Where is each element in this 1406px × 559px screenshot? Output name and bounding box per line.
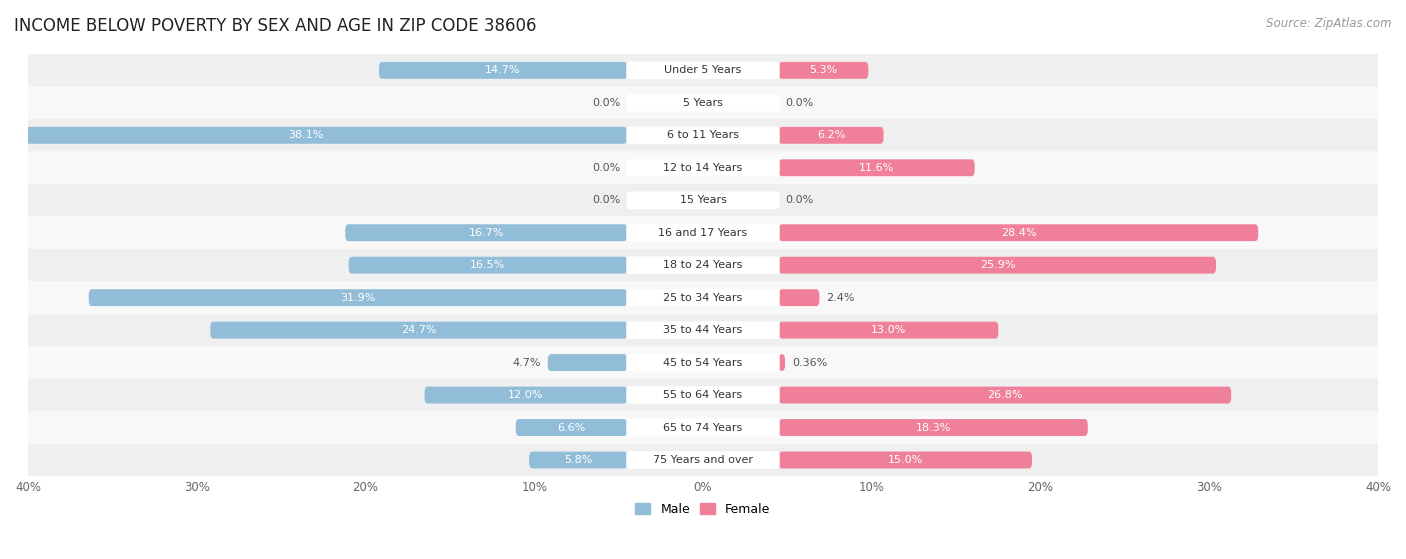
Text: 16.5%: 16.5% [470,260,506,270]
Text: 38.1%: 38.1% [288,130,323,140]
Text: 45 to 54 Years: 45 to 54 Years [664,358,742,368]
FancyBboxPatch shape [779,354,785,371]
Text: 6.2%: 6.2% [817,130,845,140]
Text: 0.36%: 0.36% [792,358,827,368]
Text: 65 to 74 Years: 65 to 74 Years [664,423,742,433]
FancyBboxPatch shape [28,87,1378,119]
FancyBboxPatch shape [28,119,1378,151]
FancyBboxPatch shape [346,224,627,241]
FancyBboxPatch shape [626,61,780,79]
Text: 5.8%: 5.8% [564,455,592,465]
Text: 14.7%: 14.7% [485,65,520,75]
FancyBboxPatch shape [626,451,780,469]
Text: 12.0%: 12.0% [508,390,544,400]
FancyBboxPatch shape [779,257,1216,273]
Legend: Male, Female: Male, Female [630,498,776,520]
Text: 2.4%: 2.4% [827,293,855,302]
FancyBboxPatch shape [28,249,1378,281]
FancyBboxPatch shape [211,321,627,339]
FancyBboxPatch shape [28,444,1378,476]
FancyBboxPatch shape [626,354,780,371]
Text: 6.6%: 6.6% [557,423,585,433]
FancyBboxPatch shape [89,289,627,306]
Text: 11.6%: 11.6% [859,163,894,173]
FancyBboxPatch shape [626,192,780,209]
FancyBboxPatch shape [28,314,1378,347]
FancyBboxPatch shape [28,54,1378,87]
Text: 24.7%: 24.7% [401,325,436,335]
Text: 0.0%: 0.0% [786,98,814,108]
Text: 16.7%: 16.7% [468,228,503,238]
FancyBboxPatch shape [28,411,1378,444]
Text: Under 5 Years: Under 5 Years [665,65,741,75]
Text: 15 Years: 15 Years [679,195,727,205]
Text: 16 and 17 Years: 16 and 17 Years [658,228,748,238]
Text: 0.0%: 0.0% [592,163,620,173]
FancyBboxPatch shape [626,257,780,274]
Text: 5.3%: 5.3% [810,65,838,75]
FancyBboxPatch shape [529,452,627,468]
FancyBboxPatch shape [779,62,869,79]
FancyBboxPatch shape [626,224,780,241]
FancyBboxPatch shape [626,159,780,177]
FancyBboxPatch shape [779,452,1032,468]
FancyBboxPatch shape [626,94,780,112]
FancyBboxPatch shape [626,289,780,306]
FancyBboxPatch shape [349,257,627,273]
FancyBboxPatch shape [548,354,627,371]
FancyBboxPatch shape [626,126,780,144]
Text: 0.0%: 0.0% [786,195,814,205]
Text: Source: ZipAtlas.com: Source: ZipAtlas.com [1267,17,1392,30]
FancyBboxPatch shape [516,419,627,436]
FancyBboxPatch shape [28,216,1378,249]
Text: 5 Years: 5 Years [683,98,723,108]
FancyBboxPatch shape [626,321,780,339]
Text: 25.9%: 25.9% [980,260,1015,270]
FancyBboxPatch shape [28,379,1378,411]
Text: 18.3%: 18.3% [915,423,950,433]
Text: 0.0%: 0.0% [592,98,620,108]
Text: 18 to 24 Years: 18 to 24 Years [664,260,742,270]
Text: 55 to 64 Years: 55 to 64 Years [664,390,742,400]
FancyBboxPatch shape [28,151,1378,184]
FancyBboxPatch shape [779,321,998,339]
Text: 26.8%: 26.8% [987,390,1022,400]
FancyBboxPatch shape [626,386,780,404]
Text: 28.4%: 28.4% [1001,228,1036,238]
FancyBboxPatch shape [28,184,1378,216]
Text: 31.9%: 31.9% [340,293,375,302]
Text: 6 to 11 Years: 6 to 11 Years [666,130,740,140]
FancyBboxPatch shape [0,127,627,144]
FancyBboxPatch shape [779,289,820,306]
Text: 4.7%: 4.7% [513,358,541,368]
FancyBboxPatch shape [779,419,1088,436]
FancyBboxPatch shape [28,347,1378,379]
FancyBboxPatch shape [779,159,974,176]
Text: INCOME BELOW POVERTY BY SEX AND AGE IN ZIP CODE 38606: INCOME BELOW POVERTY BY SEX AND AGE IN Z… [14,17,537,35]
FancyBboxPatch shape [626,419,780,437]
FancyBboxPatch shape [779,127,883,144]
Text: 12 to 14 Years: 12 to 14 Years [664,163,742,173]
Text: 0.0%: 0.0% [592,195,620,205]
FancyBboxPatch shape [28,281,1378,314]
Text: 25 to 34 Years: 25 to 34 Years [664,293,742,302]
FancyBboxPatch shape [380,62,627,79]
Text: 13.0%: 13.0% [870,325,907,335]
FancyBboxPatch shape [779,387,1232,404]
FancyBboxPatch shape [779,224,1258,241]
Text: 35 to 44 Years: 35 to 44 Years [664,325,742,335]
Text: 15.0%: 15.0% [887,455,924,465]
FancyBboxPatch shape [425,387,627,404]
Text: 75 Years and over: 75 Years and over [652,455,754,465]
